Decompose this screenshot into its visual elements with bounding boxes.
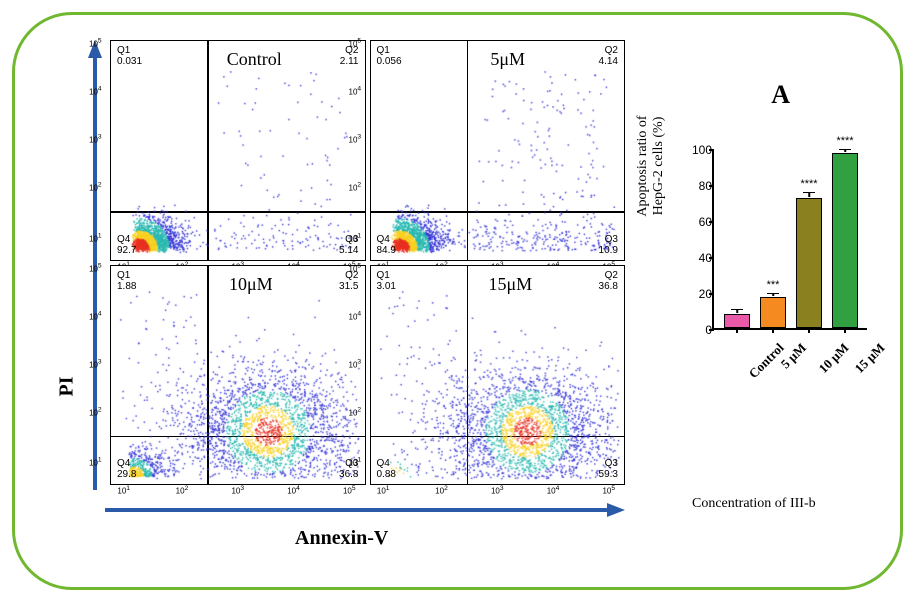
y-axis-label: PI xyxy=(56,377,79,397)
panel-label-A: A xyxy=(771,80,790,110)
significance-marker: **** xyxy=(800,178,817,190)
bar-chart: Apoptosis ratio ofHepG-2 cells (%) Contr… xyxy=(657,150,872,430)
bar-y-label: Apoptosis ratio ofHepG-2 cells (%) xyxy=(635,76,667,256)
bar-x-axis-title: Concentration of III-b xyxy=(692,496,816,512)
flow-panel: Q10.056Q24.14Q310.9Q484.95μM101101102102… xyxy=(370,40,626,261)
y-tick: 80 xyxy=(682,179,712,193)
scatter-plot xyxy=(111,41,365,260)
flow-panel: Q13.01Q236.8Q359.3Q40.8815μM101101102102… xyxy=(370,265,626,486)
significance-marker: *** xyxy=(767,279,780,291)
bar: **** xyxy=(796,198,822,328)
panel-title: 5μM xyxy=(490,49,525,70)
flow-panel-grid: Q10.031Q22.11Q35.14Q492.7Control10110110… xyxy=(110,40,625,485)
scatter-plot xyxy=(371,266,625,485)
bar-x-label: 5 μM xyxy=(778,340,810,372)
bar-x-label: 10 μM xyxy=(816,340,853,377)
y-tick: 0 xyxy=(682,323,712,337)
scatter-plot xyxy=(371,41,625,260)
x-axis-arrow xyxy=(105,500,625,520)
y-tick: 40 xyxy=(682,251,712,265)
panel-title: 10μM xyxy=(229,274,273,295)
flow-cytometry-area: PI Annexin-V Q10.031Q22.11Q35.14Q492.7Co… xyxy=(85,40,625,520)
panel-title: Control xyxy=(227,49,282,70)
scatter-plot xyxy=(111,266,365,485)
bar xyxy=(724,314,750,328)
x-axis-label: Annexin-V xyxy=(295,527,388,550)
y-tick: 20 xyxy=(682,287,712,301)
y-tick: 60 xyxy=(682,215,712,229)
bar: *** xyxy=(760,297,786,328)
significance-marker: **** xyxy=(836,135,853,147)
bar: **** xyxy=(832,153,858,328)
flow-panel: Q11.88Q231.5Q336.8Q429.810μM101101102102… xyxy=(110,265,366,486)
panel-title: 15μM xyxy=(489,274,533,295)
flow-panel: Q10.031Q22.11Q35.14Q492.7Control10110110… xyxy=(110,40,366,261)
y-tick: 100 xyxy=(682,143,712,157)
rounded-frame: PI Annexin-V Q10.031Q22.11Q35.14Q492.7Co… xyxy=(12,12,903,590)
bar-plot-area: Control***5 μM****10 μM****15 μM xyxy=(712,150,867,330)
bar-x-label: 15 μM xyxy=(852,340,889,377)
